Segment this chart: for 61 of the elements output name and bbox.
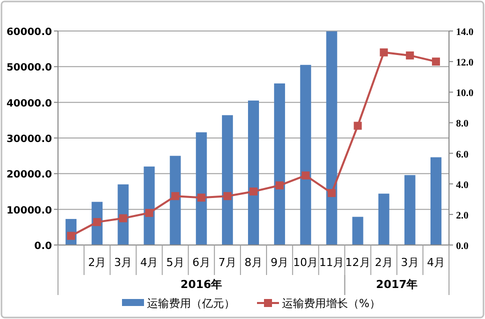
point xyxy=(432,58,440,66)
y2-tick-label: 4.0 xyxy=(456,180,468,191)
y2-tick-label: 6.0 xyxy=(456,149,468,160)
y-tick-label: 40000.0 xyxy=(6,98,52,110)
y2-tick-label: 14.0 xyxy=(456,27,474,38)
point xyxy=(223,192,232,200)
x-tick-label: 5月 xyxy=(166,256,184,269)
y2-tick-label: 2.0 xyxy=(456,210,468,222)
point xyxy=(119,214,128,222)
x-tick-label: 4月 xyxy=(426,256,445,269)
x-tick-label: 4月 xyxy=(140,256,158,269)
x-tick-label: 7月 xyxy=(218,256,236,269)
x-tick-label: 2月 xyxy=(374,256,393,269)
point xyxy=(171,192,180,200)
point xyxy=(328,189,336,198)
x-tick-label: 3月 xyxy=(114,256,132,269)
bar xyxy=(274,83,286,245)
x-tick-label: 10月 xyxy=(293,256,318,269)
bar xyxy=(222,115,233,245)
y-tick-label: 20000.0 xyxy=(6,170,52,181)
x-tick-label: 11月 xyxy=(319,256,344,269)
point xyxy=(145,208,154,217)
bar xyxy=(326,31,338,245)
bar xyxy=(248,100,259,245)
text: 2016年 xyxy=(180,278,222,291)
point xyxy=(406,51,414,60)
point xyxy=(93,218,102,226)
bar xyxy=(196,132,207,245)
bar xyxy=(430,157,442,245)
y-tick-label: 10000.0 xyxy=(6,205,52,216)
point xyxy=(276,181,284,190)
y2-tick-label: 8.0 xyxy=(456,118,468,130)
x-tick-label: 12月 xyxy=(345,256,370,269)
x-tick-label: 2月 xyxy=(88,256,106,269)
bar xyxy=(352,216,364,245)
bar xyxy=(404,175,416,245)
point xyxy=(354,122,362,130)
legend: 运输费用增长（%） xyxy=(257,297,380,310)
y-tick-label: 60000.0 xyxy=(6,27,52,38)
legend: 运输费用（亿元） xyxy=(122,297,235,310)
bar xyxy=(144,166,155,245)
x-tick-label: 8月 xyxy=(244,256,262,269)
legend-label: 运输费用增长（%） xyxy=(282,297,380,310)
bar xyxy=(300,64,312,245)
y2-tick-label: 0.0 xyxy=(456,241,468,252)
legend-label: 运输费用（亿元） xyxy=(147,297,235,310)
y-tick-label: 0.0 xyxy=(34,241,52,252)
point xyxy=(197,194,206,202)
bar xyxy=(170,156,181,245)
y2-tick-label: 12.0 xyxy=(456,58,474,69)
x-tick-label: 6月 xyxy=(192,256,210,269)
text: 2017年 xyxy=(376,278,418,291)
bar xyxy=(378,194,390,245)
y2-tick-label: 10.0 xyxy=(456,88,474,100)
x-tick-label: 3月 xyxy=(400,256,419,269)
point xyxy=(380,48,388,56)
y-tick-label: 30000.0 xyxy=(6,134,52,145)
point xyxy=(250,188,258,196)
y-tick-label: 50000.0 xyxy=(6,62,52,74)
x-tick-label: 9月 xyxy=(270,256,289,269)
point xyxy=(302,171,310,180)
